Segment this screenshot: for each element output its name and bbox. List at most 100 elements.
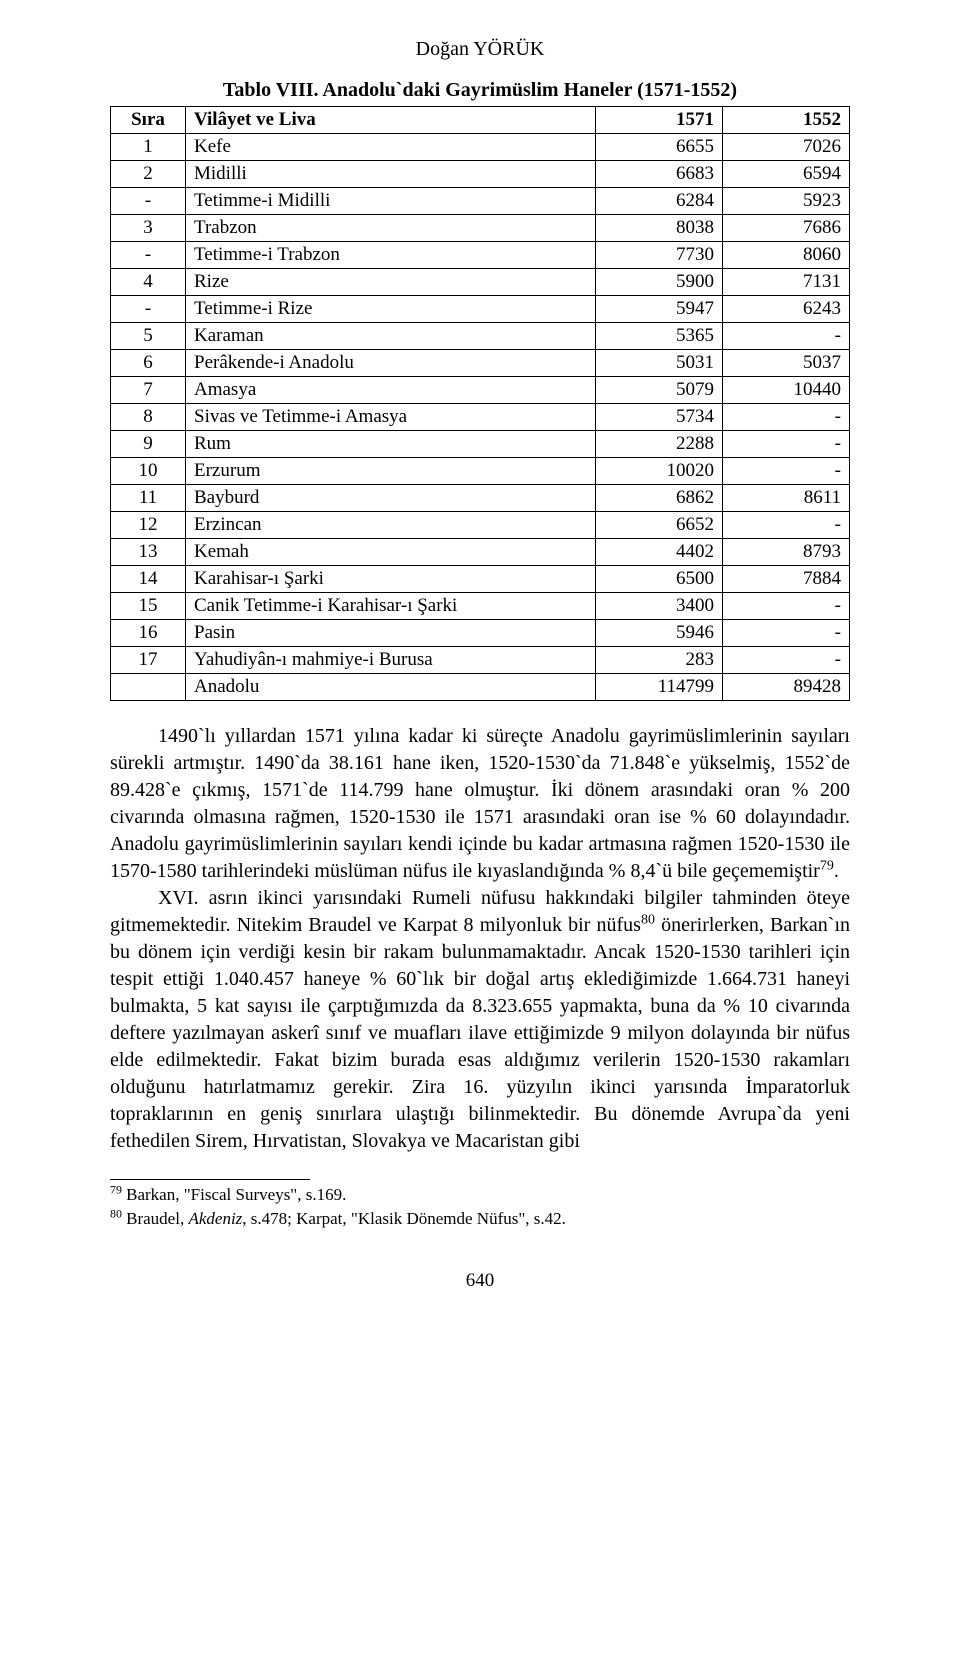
table-cell: - [723,458,850,485]
table-row: 6Perâkende-i Anadolu50315037 [111,350,850,377]
table-cell [111,674,186,701]
table-cell: 6594 [723,161,850,188]
data-table: Sıra Vilâyet ve Liva 1571 1552 1Kefe6655… [110,106,850,701]
table-cell: 89428 [723,674,850,701]
table-cell: 6243 [723,296,850,323]
table-row: 16Pasin5946- [111,620,850,647]
footnote-80-italic: Akdeniz [188,1209,242,1228]
table-row: 17Yahudiyân-ı mahmiye-i Burusa283- [111,647,850,674]
table-cell: 6862 [596,485,723,512]
table-cell: 6500 [596,566,723,593]
table-row: -Tetimme-i Trabzon77308060 [111,242,850,269]
table-cell: 6683 [596,161,723,188]
table-cell: 6 [111,350,186,377]
table-cell: - [723,323,850,350]
table-cell: 7884 [723,566,850,593]
table-cell: 3 [111,215,186,242]
footnote-ref-80: 80 [641,912,655,927]
table-cell: 10 [111,458,186,485]
table-cell: 5900 [596,269,723,296]
footnotes: 79 Barkan, "Fiscal Surveys", s.169. 80 B… [110,1184,850,1230]
table-cell: - [111,188,186,215]
table-cell: Perâkende-i Anadolu [186,350,596,377]
table-cell: 11 [111,485,186,512]
table-cell: 1 [111,134,186,161]
table-cell: 6655 [596,134,723,161]
table-cell: - [723,404,850,431]
table-cell: 7730 [596,242,723,269]
table-row: 13Kemah44028793 [111,539,850,566]
table-row: 15Canik Tetimme-i Karahisar-ı Şarki3400- [111,593,850,620]
table-row: 1Kefe66557026 [111,134,850,161]
table-cell: Trabzon [186,215,596,242]
table-row: 3Trabzon80387686 [111,215,850,242]
table-cell: - [723,512,850,539]
table-row: 2Midilli66836594 [111,161,850,188]
table-cell: 8038 [596,215,723,242]
table-header-row: Sıra Vilâyet ve Liva 1571 1552 [111,107,850,134]
col-1552: 1552 [723,107,850,134]
table-row: -Tetimme-i Rize59476243 [111,296,850,323]
p1-text-b: . [834,860,839,882]
table-title: Tablo VIII. Anadolu`daki Gayrimüslim Han… [110,79,850,102]
page-number: 640 [110,1270,850,1292]
col-vilayet: Vilâyet ve Liva [186,107,596,134]
footnote-ref-79: 79 [820,858,834,873]
table-cell: 4 [111,269,186,296]
table-cell: - [723,647,850,674]
table-cell: 5037 [723,350,850,377]
table-cell: 13 [111,539,186,566]
table-cell: 15 [111,593,186,620]
footnote-80: 80 Braudel, Akdeniz, s.478; Karpat, "Kla… [110,1208,850,1230]
table-row: Anadolu11479989428 [111,674,850,701]
table-cell: - [723,593,850,620]
table-cell: - [723,620,850,647]
body-text: 1490`lı yıllardan 1571 yılına kadar ki s… [110,723,850,1155]
p1-text-a: 1490`lı yıllardan 1571 yılına kadar ki s… [110,725,850,882]
table-cell: 5 [111,323,186,350]
table-row: 5Karaman5365- [111,323,850,350]
table-cell: Bayburd [186,485,596,512]
table-cell: 17 [111,647,186,674]
table-cell: 14 [111,566,186,593]
table-cell: 5734 [596,404,723,431]
table-row: 9Rum2288- [111,431,850,458]
table-cell: - [111,296,186,323]
footnote-num-80: 80 [110,1206,122,1220]
table-cell: 4402 [596,539,723,566]
table-cell: Rize [186,269,596,296]
table-cell: 8060 [723,242,850,269]
paragraph-2: XVI. asrın ikinci yarısındaki Rumeli nüf… [110,885,850,1155]
table-cell: 283 [596,647,723,674]
paragraph-1: 1490`lı yıllardan 1571 yılına kadar ki s… [110,723,850,885]
table-cell: 5079 [596,377,723,404]
table-cell: 7 [111,377,186,404]
table-cell: 114799 [596,674,723,701]
table-row: 12Erzincan6652- [111,512,850,539]
page-header-author: Doğan YÖRÜK [110,38,850,61]
footnote-num-79: 79 [110,1182,122,1196]
p2-text-b: önerirlerken, Barkan`ın bu dönem için ve… [110,914,850,1152]
table-cell: 6652 [596,512,723,539]
table-cell: Amasya [186,377,596,404]
table-cell: Karaman [186,323,596,350]
table-cell: Sivas ve Tetimme-i Amasya [186,404,596,431]
table-cell: Canik Tetimme-i Karahisar-ı Şarki [186,593,596,620]
table-row: -Tetimme-i Midilli62845923 [111,188,850,215]
table-cell: Tetimme-i Trabzon [186,242,596,269]
table-cell: Midilli [186,161,596,188]
table-row: 4Rize59007131 [111,269,850,296]
table-cell: 5923 [723,188,850,215]
table-cell: 5031 [596,350,723,377]
table-cell: Kemah [186,539,596,566]
table-row: 14Karahisar-ı Şarki65007884 [111,566,850,593]
table-row: 8Sivas ve Tetimme-i Amasya5734- [111,404,850,431]
table-cell: Erzincan [186,512,596,539]
table-cell: 9 [111,431,186,458]
table-cell: 10440 [723,377,850,404]
table-cell: 2288 [596,431,723,458]
col-sira: Sıra [111,107,186,134]
table-cell: 5947 [596,296,723,323]
table-cell: 5946 [596,620,723,647]
footnote-80-text-b: , s.478; Karpat, "Klasik Dönemde Nüfus",… [242,1209,566,1228]
